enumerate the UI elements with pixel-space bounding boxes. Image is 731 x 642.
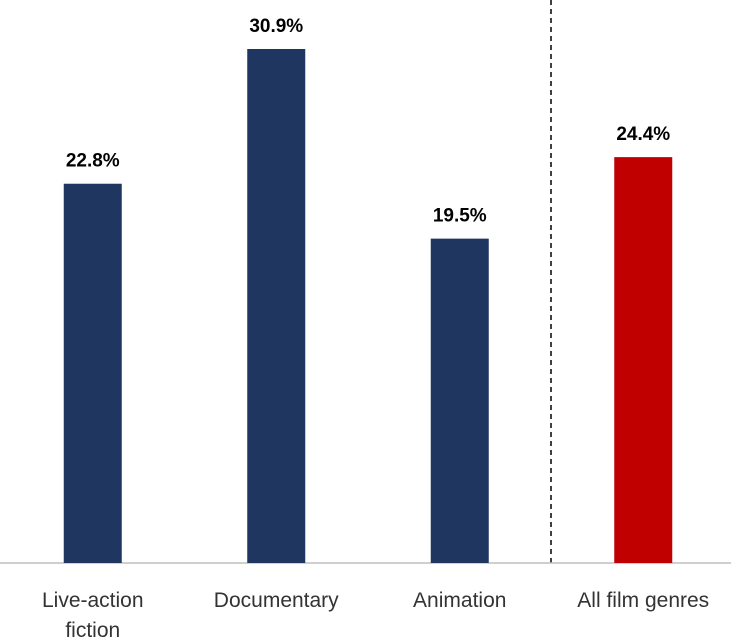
- value-label: 19.5%: [433, 206, 487, 227]
- x-tick-label: All film genres: [577, 589, 710, 612]
- x-tick-label: Animation: [413, 589, 507, 612]
- value-label: 30.9%: [249, 16, 303, 37]
- value-label: 22.8%: [66, 151, 120, 172]
- bar: [63, 183, 122, 564]
- x-tick-label: Documentary: [213, 589, 339, 612]
- bar: [430, 238, 489, 563]
- x-tick-label: Live-action fiction: [41, 589, 144, 642]
- value-label: 24.4%: [616, 124, 670, 145]
- bar: [247, 49, 306, 563]
- bar: [614, 157, 673, 563]
